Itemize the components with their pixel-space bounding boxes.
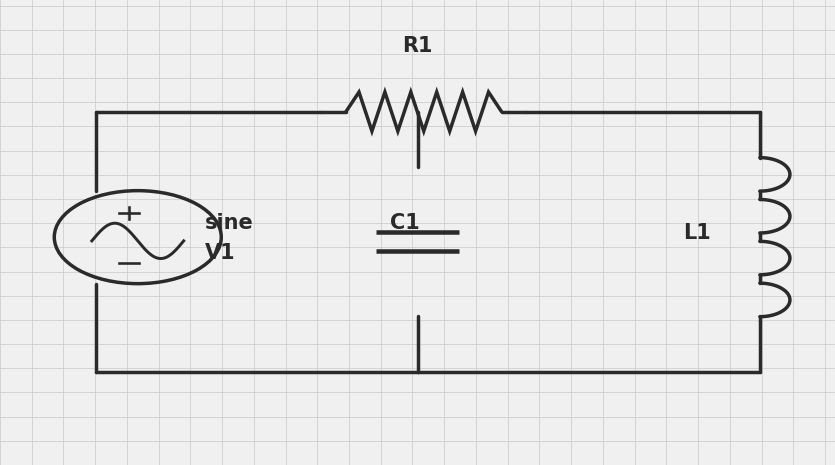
Text: C1: C1 (390, 213, 420, 233)
Text: R1: R1 (402, 36, 433, 57)
Text: V1: V1 (205, 243, 235, 264)
Text: sine: sine (205, 213, 253, 233)
Text: L1: L1 (683, 222, 711, 243)
